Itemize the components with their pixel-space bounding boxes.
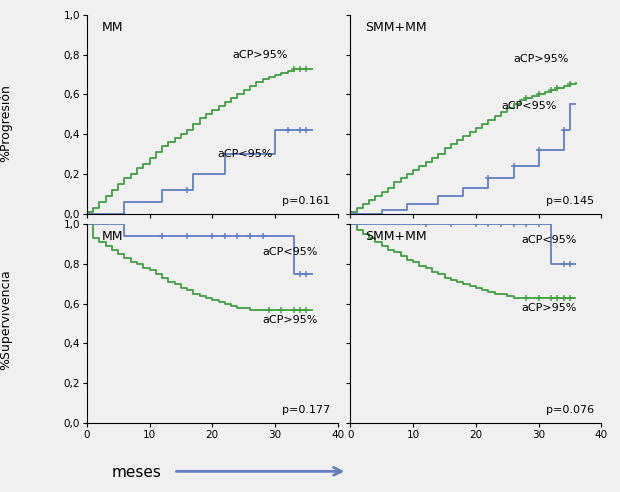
Text: aCP>95%: aCP>95% [513, 54, 569, 63]
Text: aCP<95%: aCP<95% [262, 247, 318, 257]
Text: SMM+MM: SMM+MM [365, 230, 427, 243]
Text: aCP<95%: aCP<95% [521, 235, 577, 245]
Text: p=0.161: p=0.161 [282, 196, 330, 206]
Text: MM: MM [102, 21, 123, 34]
Text: aCP<95%: aCP<95% [218, 149, 273, 159]
Text: MM: MM [102, 230, 123, 243]
Text: meses: meses [112, 465, 161, 480]
Text: p=0.076: p=0.076 [546, 405, 594, 415]
Text: aCP>95%: aCP>95% [262, 314, 318, 325]
Text: SMM+MM: SMM+MM [365, 21, 427, 34]
Text: p=0.177: p=0.177 [282, 405, 330, 415]
Text: %Supervivencia: %Supervivencia [0, 270, 12, 370]
Text: aCP<95%: aCP<95% [501, 101, 556, 111]
Text: p=0.145: p=0.145 [546, 196, 594, 206]
Text: aCP>95%: aCP>95% [232, 50, 288, 60]
Text: %Progresión: %Progresión [0, 84, 12, 162]
Text: aCP>95%: aCP>95% [521, 303, 577, 312]
